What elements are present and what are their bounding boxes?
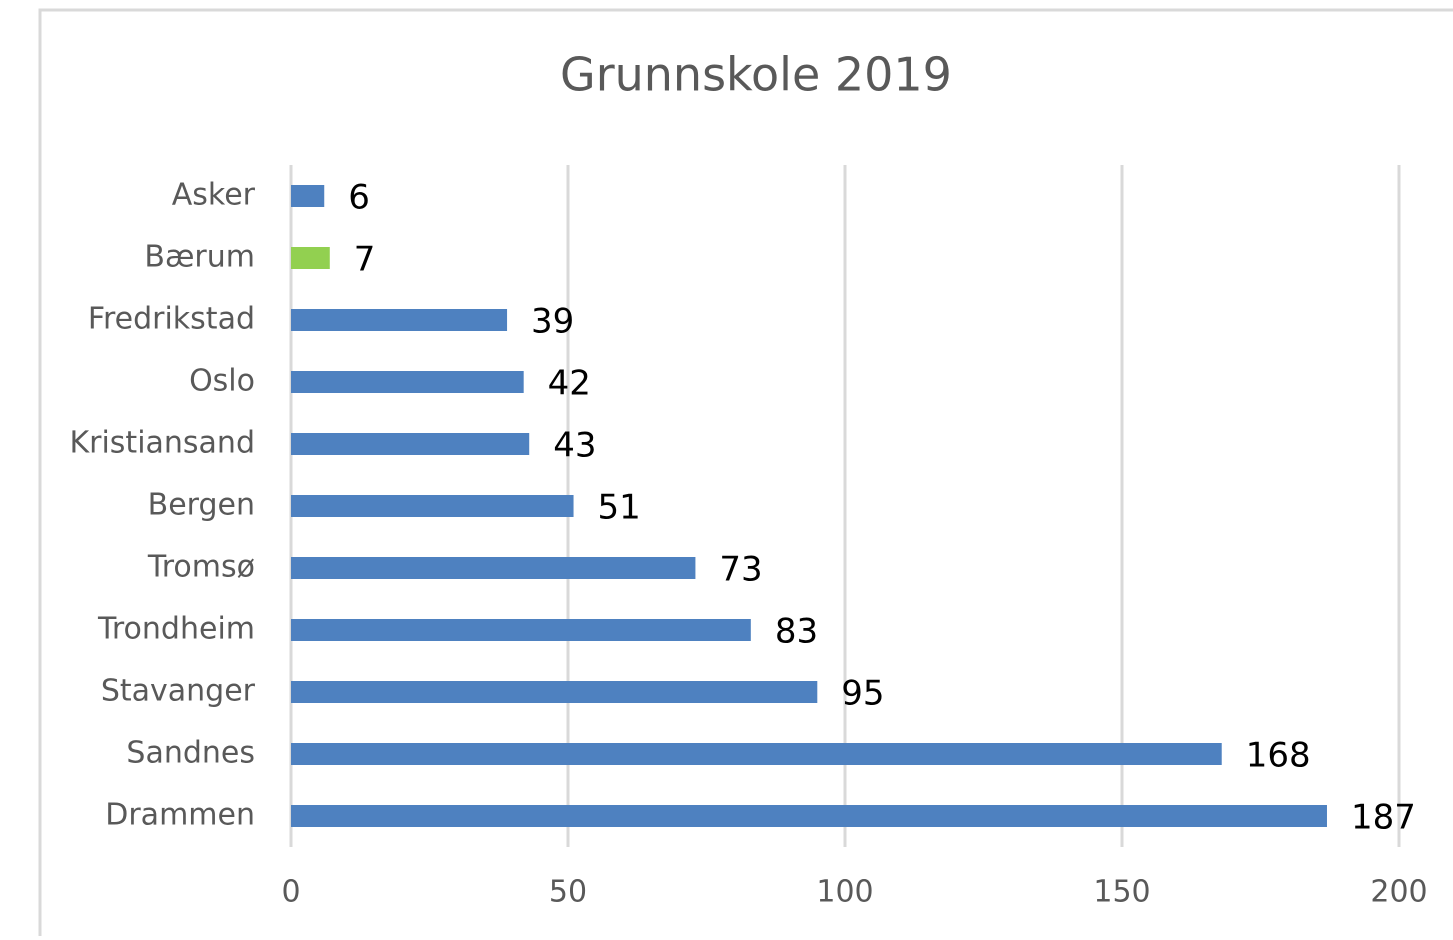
bar (291, 495, 574, 517)
bar (291, 247, 330, 269)
data-label: 42 (548, 364, 591, 404)
data-label: 7 (354, 240, 376, 280)
y-tick-label: Asker (172, 178, 256, 213)
bar (291, 371, 524, 393)
x-tick-label: 100 (816, 875, 873, 910)
data-label: 39 (531, 302, 574, 342)
data-label: 43 (553, 426, 596, 466)
bar (291, 805, 1327, 827)
y-tick-label: Oslo (189, 364, 255, 399)
data-label: 6 (348, 178, 370, 218)
y-tick-label: Trondheim (97, 612, 255, 647)
bar (291, 309, 508, 331)
y-tick-label: Tromsø (147, 550, 255, 585)
bar (291, 185, 325, 207)
x-tick-label: 200 (1370, 875, 1427, 910)
chart-frame (38, 8, 1453, 940)
chart-title: Grunnskole 2019 (560, 48, 952, 102)
data-label: 95 (841, 674, 884, 714)
x-tick-label: 0 (281, 875, 300, 910)
bar (291, 557, 696, 579)
data-label: 83 (775, 612, 818, 652)
bar (291, 619, 751, 641)
y-tick-label: Drammen (105, 798, 255, 833)
bar (291, 743, 1222, 765)
bar (291, 681, 818, 703)
data-label: 187 (1351, 798, 1416, 838)
y-tick-label: Bergen (148, 488, 255, 523)
x-tick-label: 150 (1093, 875, 1150, 910)
y-tick-label: Fredrikstad (88, 302, 255, 337)
data-label: 73 (719, 550, 762, 590)
y-tick-label: Bærum (144, 240, 255, 275)
y-tick-label: Stavanger (101, 674, 256, 709)
x-tick-label: 50 (549, 875, 587, 910)
y-tick-label: Kristiansand (69, 426, 255, 461)
data-label: 168 (1246, 736, 1311, 776)
data-label: 51 (598, 488, 641, 528)
y-tick-label: Sandnes (126, 736, 255, 771)
bar (291, 433, 530, 455)
